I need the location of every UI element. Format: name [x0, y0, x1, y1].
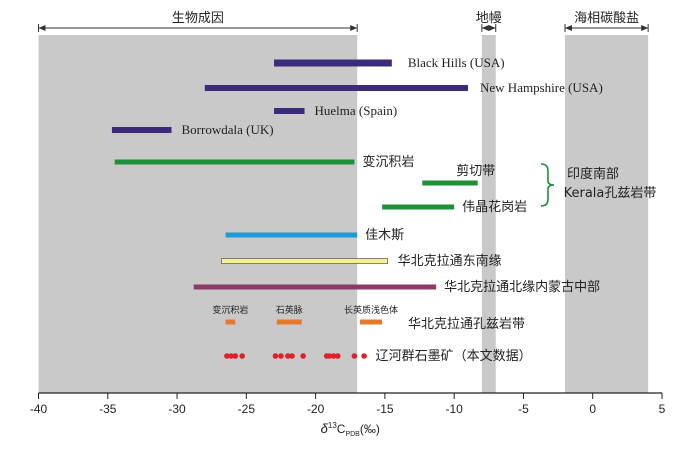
zone-bracket-arrow-left-0	[38, 25, 46, 31]
points-label: 辽河群石墨矿（本文数据）	[376, 349, 532, 364]
zone-band-1	[481, 35, 496, 393]
series-label-2: Huelma (Spain)	[315, 103, 398, 118]
range-bar-3	[111, 127, 172, 133]
x-tick-label-2: -30	[168, 402, 186, 416]
zone-label-0: 生物成因	[172, 11, 224, 26]
data-point-0	[224, 353, 230, 359]
x-axis-label: δ13CPDB(‰)	[321, 421, 380, 438]
data-point-14	[361, 353, 367, 359]
range-bar-5	[422, 180, 478, 186]
series-label-10: 变沉积岩	[212, 304, 248, 316]
zone-label-2: 海相碳酸盐	[574, 11, 639, 26]
data-point-12	[334, 353, 341, 359]
series-label-9: 华北克拉通北缘内蒙古中部	[444, 279, 600, 295]
range-bar-4	[114, 159, 355, 165]
data-point-4	[272, 353, 279, 359]
range-bar-7	[225, 232, 358, 238]
series-label-5: 剪切带	[456, 163, 495, 179]
series-label-7: 佳木斯	[365, 228, 404, 243]
x-tick-label-0: -40	[30, 402, 48, 416]
range-bar-10	[225, 319, 236, 325]
data-point-13	[351, 353, 358, 359]
data-point-3	[239, 353, 245, 359]
range-bar-6	[382, 204, 455, 210]
group-label-kerala-line-1: 印度南部	[567, 166, 619, 182]
zone-bracket-arrow-right-0	[350, 25, 358, 31]
zone-bracket-arrow-left-1	[481, 25, 489, 31]
range-bar-2	[274, 108, 305, 114]
series-label-3: Borrowdala (UK)	[182, 122, 274, 137]
range-bar-9	[193, 284, 437, 290]
x-tick-label-8: 0	[589, 402, 596, 416]
series-label-1: New Hampshire (USA)	[480, 80, 603, 95]
zone-label-1: 地幔	[476, 11, 502, 26]
range-bar-11	[276, 319, 302, 325]
x-tick-label-5: -15	[376, 402, 394, 416]
group-label-ncc-khondalite: 华北克拉通孔兹岩带	[408, 317, 525, 332]
range-bar-12	[359, 319, 383, 325]
data-point-6	[285, 353, 291, 359]
data-point-2	[232, 353, 239, 359]
range-bar-1	[204, 85, 469, 91]
zone-bracket-arrow-right-2	[641, 25, 649, 31]
group-label-kerala-line-2: Kerala孔兹岩带	[564, 186, 657, 201]
data-point-5	[278, 353, 284, 359]
series-label-12: 长英质浅色体	[344, 304, 398, 316]
zone-bracket-arrow-left-2	[565, 25, 573, 31]
series-label-6: 伟晶花岗岩	[462, 199, 527, 215]
x-tick-label-3: -25	[238, 402, 256, 416]
zone-bracket-arrow-right-1	[488, 25, 496, 31]
data-point-10	[326, 353, 333, 359]
range-bar-0	[274, 59, 392, 67]
x-tick-label-9: 5	[659, 402, 666, 416]
x-tick-label-6: -10	[445, 402, 463, 416]
kerala-brace	[540, 163, 555, 207]
x-tick-label-1: -35	[99, 402, 117, 416]
data-point-7	[289, 353, 295, 359]
zone-band-0	[38, 35, 358, 393]
data-point-1	[228, 353, 234, 359]
data-point-11	[330, 353, 337, 359]
series-label-11: 石英脉	[276, 304, 303, 316]
zone-band-2	[565, 35, 649, 393]
range-bar-8	[221, 258, 389, 264]
x-tick-label-7: -5	[518, 402, 529, 416]
series-label-4: 变沉积岩	[362, 154, 414, 170]
data-point-8	[300, 353, 306, 359]
x-tick-label-4: -20	[307, 402, 325, 416]
series-label-0: Black Hills (USA)	[408, 55, 505, 70]
series-label-8: 华北克拉通东南缘	[398, 253, 502, 269]
